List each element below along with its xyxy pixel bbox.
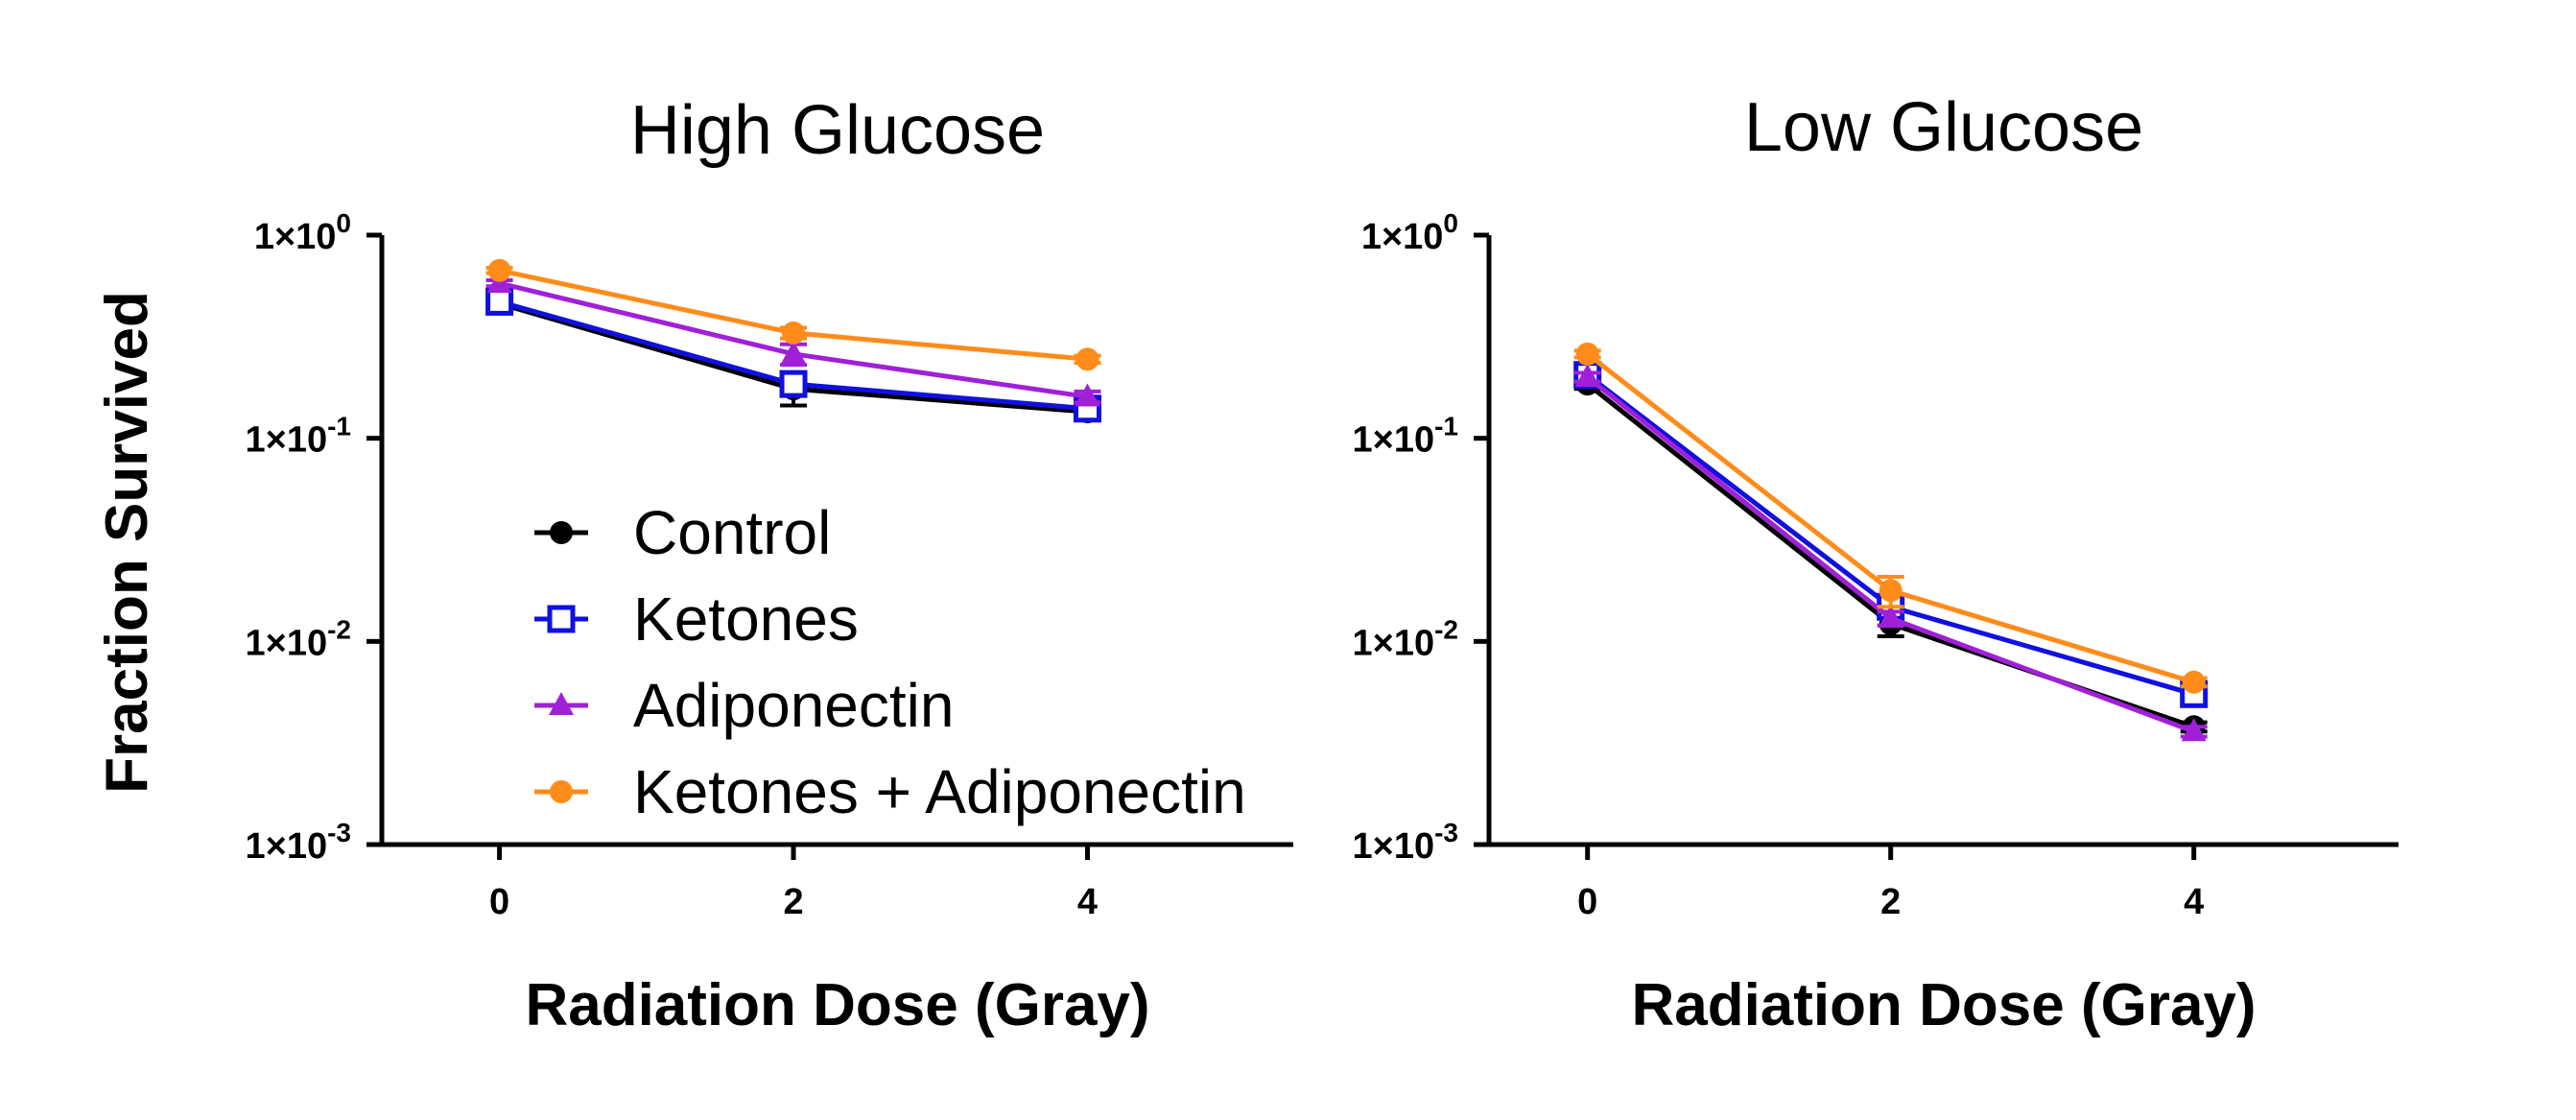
legend-label: Adiponectin — [633, 671, 954, 740]
chart-title: Low Glucose — [1744, 89, 2143, 166]
y-tick-label: 1×100 — [254, 208, 351, 257]
y-tick-label: 1×10-1 — [246, 412, 352, 461]
chart-panel-low-glucose: Low Glucose 1×100 1×10-1 1×10-2 1×10-3 0 2 4 Rad… — [1353, 89, 2399, 1038]
data-point — [1075, 347, 1099, 371]
y-tick-label: 1×10-2 — [246, 614, 352, 663]
series-line — [1586, 382, 2195, 729]
data-point — [779, 369, 808, 398]
x-tick-label: 0 — [1577, 882, 1597, 922]
x-axis-title: Radiation Dose (Gray) — [1631, 972, 2256, 1038]
data-point — [2182, 670, 2206, 694]
legend-item: Ketones + Adiponectin — [534, 757, 1246, 826]
data-point — [1574, 363, 1600, 387]
x-tick-label: 4 — [2184, 882, 2204, 922]
data-point — [2181, 718, 2207, 742]
legend: Control Ketones Adiponectin Ketones + Adipo… — [534, 498, 1246, 826]
y-tick-label: 1×10-1 — [1353, 412, 1459, 461]
data-point — [1878, 605, 1903, 629]
legend-item: Adiponectin — [534, 671, 954, 740]
y-tick-label: 1×10-3 — [246, 818, 352, 867]
legend-marker — [547, 605, 576, 633]
y-tick-label: 1×10-2 — [1353, 614, 1459, 663]
data-point — [485, 287, 514, 316]
legend-label: Ketones + Adiponectin — [633, 757, 1246, 826]
x-axis-title: Radiation Dose (Gray) — [525, 972, 1149, 1038]
series-adiponectin — [1573, 363, 2208, 742]
data-point — [1879, 579, 1902, 603]
series-line — [1586, 374, 2195, 734]
data-point — [487, 258, 511, 282]
legend-marker — [550, 521, 573, 544]
data-point — [1075, 383, 1100, 407]
y-tick-label: 1×100 — [1361, 208, 1458, 257]
y-axis-title: Fraction Survived — [94, 291, 160, 794]
x-tick-label: 2 — [1880, 882, 1901, 922]
legend-label: Ketones — [633, 584, 859, 654]
data-point — [781, 340, 807, 364]
legend-item: Ketones — [534, 584, 859, 654]
legend-label: Control — [633, 498, 831, 567]
chart-panel-high-glucose: High Glucose 1×100 1×10-1 1×10-2 1×10-3 0 2 4 Ra… — [94, 92, 1293, 1038]
x-tick-label: 0 — [489, 882, 509, 922]
legend-marker — [549, 692, 574, 715]
legend-marker — [550, 780, 573, 803]
series-control — [1573, 372, 2208, 739]
series-ketones-adiponectin — [485, 258, 1101, 371]
y-tick-label: 1×10-3 — [1353, 818, 1459, 867]
x-tick-label: 2 — [783, 882, 803, 922]
series-ketones-adiponectin — [1573, 342, 2208, 694]
chart-title: High Glucose — [630, 92, 1045, 169]
data-point — [1575, 342, 1599, 366]
x-tick-label: 4 — [1077, 882, 1098, 922]
legend-item: Control — [534, 498, 831, 567]
data-point — [782, 321, 806, 345]
